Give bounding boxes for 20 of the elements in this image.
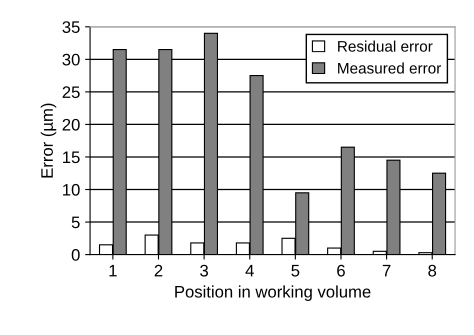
y-tick-label: 25	[62, 86, 80, 98]
x-tick-label: 3	[200, 264, 208, 277]
y-axis-title: Error (µm)	[40, 104, 56, 178]
legend-label: Measured error	[338, 62, 442, 74]
x-tick-label: 4	[245, 264, 254, 276]
x-tick-label: 7	[382, 264, 390, 276]
x-tick-label: 1	[110, 264, 117, 276]
legend-label: Residual error	[338, 40, 433, 52]
y-tick-label: 10	[63, 184, 80, 196]
y-tick-label: 30	[62, 54, 80, 66]
y-tick-label: 5	[72, 216, 80, 228]
x-tick-label: 2	[154, 264, 162, 276]
x-tick-label: 5	[291, 264, 300, 277]
y-tick-label: 15	[63, 152, 80, 164]
y-tick-label: 0	[72, 249, 80, 261]
x-axis-title: Position in working volume	[175, 285, 370, 301]
y-tick-label: 20	[62, 118, 80, 131]
x-tick-label: 6	[337, 264, 345, 277]
x-tick-label: 8	[428, 264, 436, 277]
y-tick-label: 35	[62, 21, 80, 34]
